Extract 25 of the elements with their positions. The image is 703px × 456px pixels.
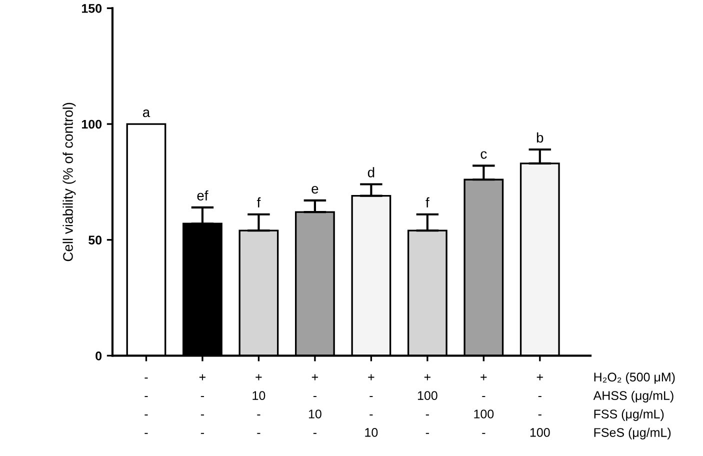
category-label: + 10 - -	[252, 374, 266, 434]
y-tick-label: 0	[96, 351, 102, 360]
y-axis-title: Cell viability (% of control)	[62, 102, 76, 262]
text: FSeS (μg/mL)	[594, 428, 671, 440]
data-label: ef	[197, 190, 208, 201]
category-label: + 100 - -	[418, 374, 438, 434]
data-label: b	[536, 132, 544, 143]
category-label: + - 100 -	[474, 374, 494, 434]
y-tick-label: 50	[88, 236, 102, 245]
category-label: + - - 100	[530, 374, 550, 437]
y-tick-label: 150	[82, 4, 102, 13]
data-label: e	[312, 186, 318, 194]
text: H₂O₂ (500 μM)	[594, 372, 675, 384]
category-label: + - - 10	[365, 374, 378, 437]
data-label: f	[256, 197, 261, 208]
data-label: c	[480, 151, 487, 159]
text: AHSS (μg/mL)	[593, 390, 674, 402]
y-tick-label: 100	[82, 120, 102, 129]
category-label: + - - -	[199, 374, 206, 434]
data-label: a	[142, 110, 150, 118]
data-label: d	[368, 167, 374, 178]
data-label: f	[426, 197, 430, 208]
text: FSS (μg/mL)	[594, 409, 664, 421]
category-label: + - 10 -	[308, 374, 322, 434]
category-label: - - - -	[144, 378, 148, 434]
